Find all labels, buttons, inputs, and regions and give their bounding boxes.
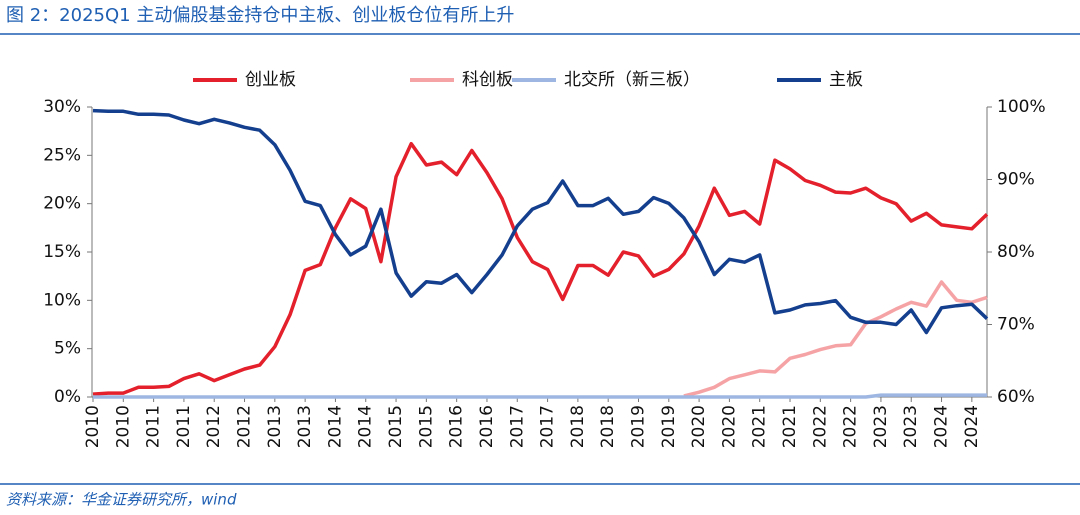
series-line xyxy=(92,108,989,335)
x-tick-label: 2019 xyxy=(628,405,648,448)
y-tick-label: 20% xyxy=(43,194,81,214)
chart-title: 图 2：2025Q1 主动偏股基金持仓中主板、创业板仓位有所上升 xyxy=(6,5,514,26)
x-tick-label: 2020 xyxy=(689,405,709,448)
y-tick-label: 15% xyxy=(43,242,81,262)
series-line xyxy=(92,141,989,396)
x-tick-label: 2022 xyxy=(810,405,830,448)
x-tick-label: 2023 xyxy=(871,405,891,448)
source-note: 资料来源：华金证券研究所，wind xyxy=(6,491,237,509)
y-tick-label: 5% xyxy=(54,339,81,359)
y-tick-label: 0% xyxy=(54,387,81,407)
x-tick-label: 2021 xyxy=(780,405,800,448)
y-tick-label: 30% xyxy=(43,97,81,117)
legend-label: 主板 xyxy=(829,70,863,90)
x-tick-label: 2015 xyxy=(386,405,406,448)
legend-label: 科创板 xyxy=(462,70,513,90)
x-tick-label: 2014 xyxy=(356,405,376,448)
x-tick-label: 2010 xyxy=(83,405,103,448)
y2-tick-label: 70% xyxy=(997,315,1035,335)
x-tick-label: 2020 xyxy=(719,405,739,448)
x-tick-label: 2012 xyxy=(204,405,224,448)
legend-label: 创业板 xyxy=(245,70,296,90)
x-tick-label: 2010 xyxy=(113,405,133,448)
x-tick-label: 2011 xyxy=(144,405,164,448)
x-tick-label: 2012 xyxy=(235,405,255,448)
y2-tick-label: 90% xyxy=(997,170,1035,190)
x-tick-label: 2024 xyxy=(962,405,982,448)
y2-tick-label: 80% xyxy=(997,242,1035,262)
x-tick-label: 2018 xyxy=(568,405,588,448)
series-line xyxy=(683,280,988,398)
x-tick-label: 2021 xyxy=(750,405,770,448)
x-tick-label: 2023 xyxy=(901,405,921,448)
x-tick-label: 2017 xyxy=(507,405,527,448)
x-tick-label: 2013 xyxy=(295,405,315,448)
y-tick-label: 25% xyxy=(43,145,81,165)
x-tick-label: 2022 xyxy=(841,405,861,448)
legend-label: 北交所（新三板） xyxy=(564,70,700,90)
x-tick-label: 2014 xyxy=(325,405,345,448)
y-tick-label: 10% xyxy=(43,290,81,310)
x-tick-label: 2016 xyxy=(477,405,497,448)
x-tick-label: 2015 xyxy=(416,405,436,448)
x-tick-label: 2011 xyxy=(174,405,194,448)
y2-tick-label: 100% xyxy=(997,97,1046,117)
x-tick-label: 2016 xyxy=(447,405,467,448)
x-tick-label: 2013 xyxy=(265,405,285,448)
x-tick-label: 2017 xyxy=(538,405,558,448)
x-tick-label: 2024 xyxy=(932,405,952,448)
y2-tick-label: 60% xyxy=(997,387,1035,407)
x-tick-label: 2019 xyxy=(659,405,679,448)
series-line xyxy=(93,393,987,399)
x-tick-label: 2018 xyxy=(598,405,618,448)
